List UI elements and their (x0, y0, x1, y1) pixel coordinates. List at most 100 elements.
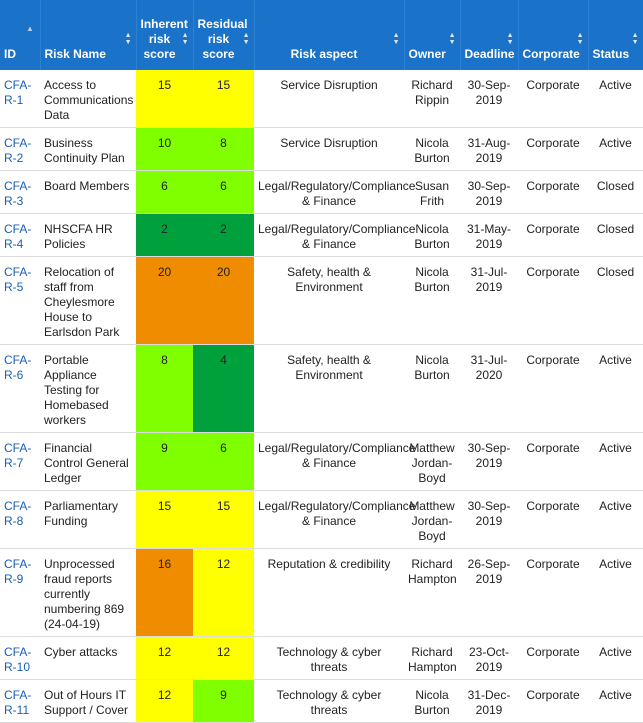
owner-cell: Nicola Burton (404, 679, 460, 723)
deadline-cell: 31-May-2019 (460, 213, 518, 257)
risk-id-cell: CFA-R-11 (0, 679, 40, 723)
column-header-id[interactable]: ▲ ID (0, 0, 41, 70)
corporate-cell: Corporate (518, 490, 588, 549)
owner-cell: Susan Frith (404, 170, 460, 214)
sort-icon: ▲ ▼ (576, 32, 584, 46)
residual-score-cell: 6 (193, 170, 254, 214)
risk-id-link[interactable]: CFA-R-4 (4, 222, 32, 251)
column-header-corporate[interactable]: Corporate ▲ ▼ (518, 0, 589, 70)
corporate-cell: Corporate (518, 548, 588, 637)
risk-aspect-cell: Safety, health & Environment (254, 256, 404, 345)
status-cell: Active (588, 127, 643, 171)
column-header-status[interactable]: Status ▲ ▼ (588, 0, 643, 70)
corporate-cell: Corporate (518, 256, 588, 345)
table-row: CFA-R-8 Parliamentary Funding 15 15 Legal/Re… (0, 490, 643, 549)
corporate-cell: Corporate (518, 636, 588, 680)
inherent-score-cell: 20 (136, 256, 193, 345)
owner-cell: Nicola Burton (404, 344, 460, 433)
risk-aspect-cell: Legal/Regulatory/Compliance & Finance (254, 213, 415, 257)
risk-aspect-cell: Technology & cyber threats (254, 636, 404, 680)
risk-id-link[interactable]: CFA-R-3 (4, 179, 32, 208)
inherent-score-cell: 15 (136, 490, 193, 549)
column-header-risk-aspect[interactable]: Risk aspect ▲ ▼ (254, 0, 405, 70)
owner-cell: Nicola Burton (404, 256, 460, 345)
sort-icon: ▲ ▼ (242, 32, 250, 46)
table-row: CFA-R-11 Out of Hours IT Support / Cover 1… (0, 679, 643, 723)
risk-id-cell: CFA-R-9 (0, 548, 40, 637)
risk-name-cell: Access to Communications Data (40, 70, 136, 128)
risk-id-link[interactable]: CFA-R-1 (4, 78, 32, 107)
risk-aspect-cell: Safety, health & Environment (254, 344, 404, 433)
risk-name-cell: Cyber attacks (40, 636, 136, 680)
deadline-cell: 31-Dec-2019 (460, 679, 518, 723)
residual-score-cell: 15 (193, 70, 254, 128)
inherent-score-cell: 12 (136, 636, 193, 680)
residual-score-cell: 4 (193, 344, 254, 433)
risk-aspect-cell: Service Disruption (254, 127, 404, 171)
risk-id-link[interactable]: CFA-R-6 (4, 353, 32, 382)
risk-id-cell: CFA-R-4 (0, 213, 40, 257)
table-row: CFA-R-10 Cyber attacks 12 12 Technology & cy… (0, 636, 643, 680)
deadline-cell: 31-Aug-2019 (460, 127, 518, 171)
status-cell: Closed (588, 256, 643, 345)
column-header-residual-score[interactable]: Residual risk score ▲ ▼ (193, 0, 255, 70)
inherent-score-cell: 9 (136, 432, 193, 491)
risk-id-cell: CFA-R-5 (0, 256, 40, 345)
column-header-owner[interactable]: Owner ▲ ▼ (404, 0, 461, 70)
owner-cell: Richard Rippin (404, 70, 460, 128)
residual-score-cell: 12 (193, 548, 254, 637)
risk-id-link[interactable]: CFA-R-10 (4, 645, 32, 674)
deadline-cell: 31-Jul-2020 (460, 344, 518, 433)
risk-id-cell: CFA-R-6 (0, 344, 40, 433)
risk-name-cell: NHSCFA HR Policies (40, 213, 136, 257)
risk-id-cell: CFA-R-7 (0, 432, 40, 491)
risk-id-link[interactable]: CFA-R-5 (4, 265, 32, 294)
sort-icon: ▲ ▼ (448, 32, 456, 46)
risk-id-link[interactable]: CFA-R-2 (4, 136, 32, 165)
owner-cell: Richard Hampton (404, 636, 460, 680)
sort-icon: ▲ ▼ (124, 32, 132, 46)
table-row: CFA-R-6 Portable Appliance Testing for Ho… (0, 344, 643, 433)
status-cell: Active (588, 344, 643, 433)
status-cell: Closed (588, 170, 643, 214)
risk-name-cell: Portable Appliance Testing for Homebased… (40, 344, 136, 433)
risk-name-cell: Unprocessed fraud reports currently numb… (40, 548, 136, 637)
status-cell: Active (588, 548, 643, 637)
inherent-score-cell: 2 (136, 213, 193, 257)
residual-score-cell: 20 (193, 256, 254, 345)
table-row: CFA-R-3 Board Members 6 6 Legal/Regulatory/C… (0, 170, 643, 214)
inherent-score-cell: 8 (136, 344, 193, 433)
inherent-score-cell: 6 (136, 170, 193, 214)
status-cell: Active (588, 636, 643, 680)
deadline-cell: 30-Sep-2019 (460, 170, 518, 214)
corporate-cell: Corporate (518, 432, 588, 491)
inherent-score-cell: 12 (136, 679, 193, 723)
risk-name-cell: Out of Hours IT Support / Cover (40, 679, 136, 723)
risk-id-link[interactable]: CFA-R-8 (4, 499, 32, 528)
status-cell: Closed (588, 213, 643, 257)
risk-aspect-cell: Legal/Regulatory/Compliance & Finance (254, 490, 415, 549)
deadline-cell: 30-Sep-2019 (460, 490, 518, 549)
inherent-score-cell: 16 (136, 548, 193, 637)
inherent-score-cell: 15 (136, 70, 193, 128)
risk-id-link[interactable]: CFA-R-7 (4, 441, 32, 470)
column-header-risk-name[interactable]: Risk Name ▲ ▼ (40, 0, 137, 70)
table-row: CFA-R-9 Unprocessed fraud reports current… (0, 548, 643, 637)
deadline-cell: 23-Oct-2019 (460, 636, 518, 680)
column-header-deadline[interactable]: Deadline ▲ ▼ (460, 0, 519, 70)
sort-icon: ▲ ▼ (181, 32, 189, 46)
column-header-inherent-score[interactable]: Inherent risk score ▲ ▼ (136, 0, 194, 70)
risk-aspect-cell: Service Disruption (254, 70, 404, 128)
corporate-cell: Corporate (518, 344, 588, 433)
owner-cell: Matthew Jordan-Boyd (404, 432, 460, 491)
residual-score-cell: 12 (193, 636, 254, 680)
risk-id-link[interactable]: CFA-R-9 (4, 557, 32, 586)
risk-id-cell: CFA-R-2 (0, 127, 40, 171)
status-cell: Active (588, 432, 643, 491)
corporate-cell: Corporate (518, 170, 588, 214)
corporate-cell: Corporate (518, 127, 588, 171)
owner-cell: Nicola Burton (404, 213, 460, 257)
risk-name-cell: Business Continuity Plan (40, 127, 136, 171)
table-row: CFA-R-7 Financial Control General Ledger 9… (0, 432, 643, 491)
risk-id-link[interactable]: CFA-R-11 (4, 688, 32, 717)
